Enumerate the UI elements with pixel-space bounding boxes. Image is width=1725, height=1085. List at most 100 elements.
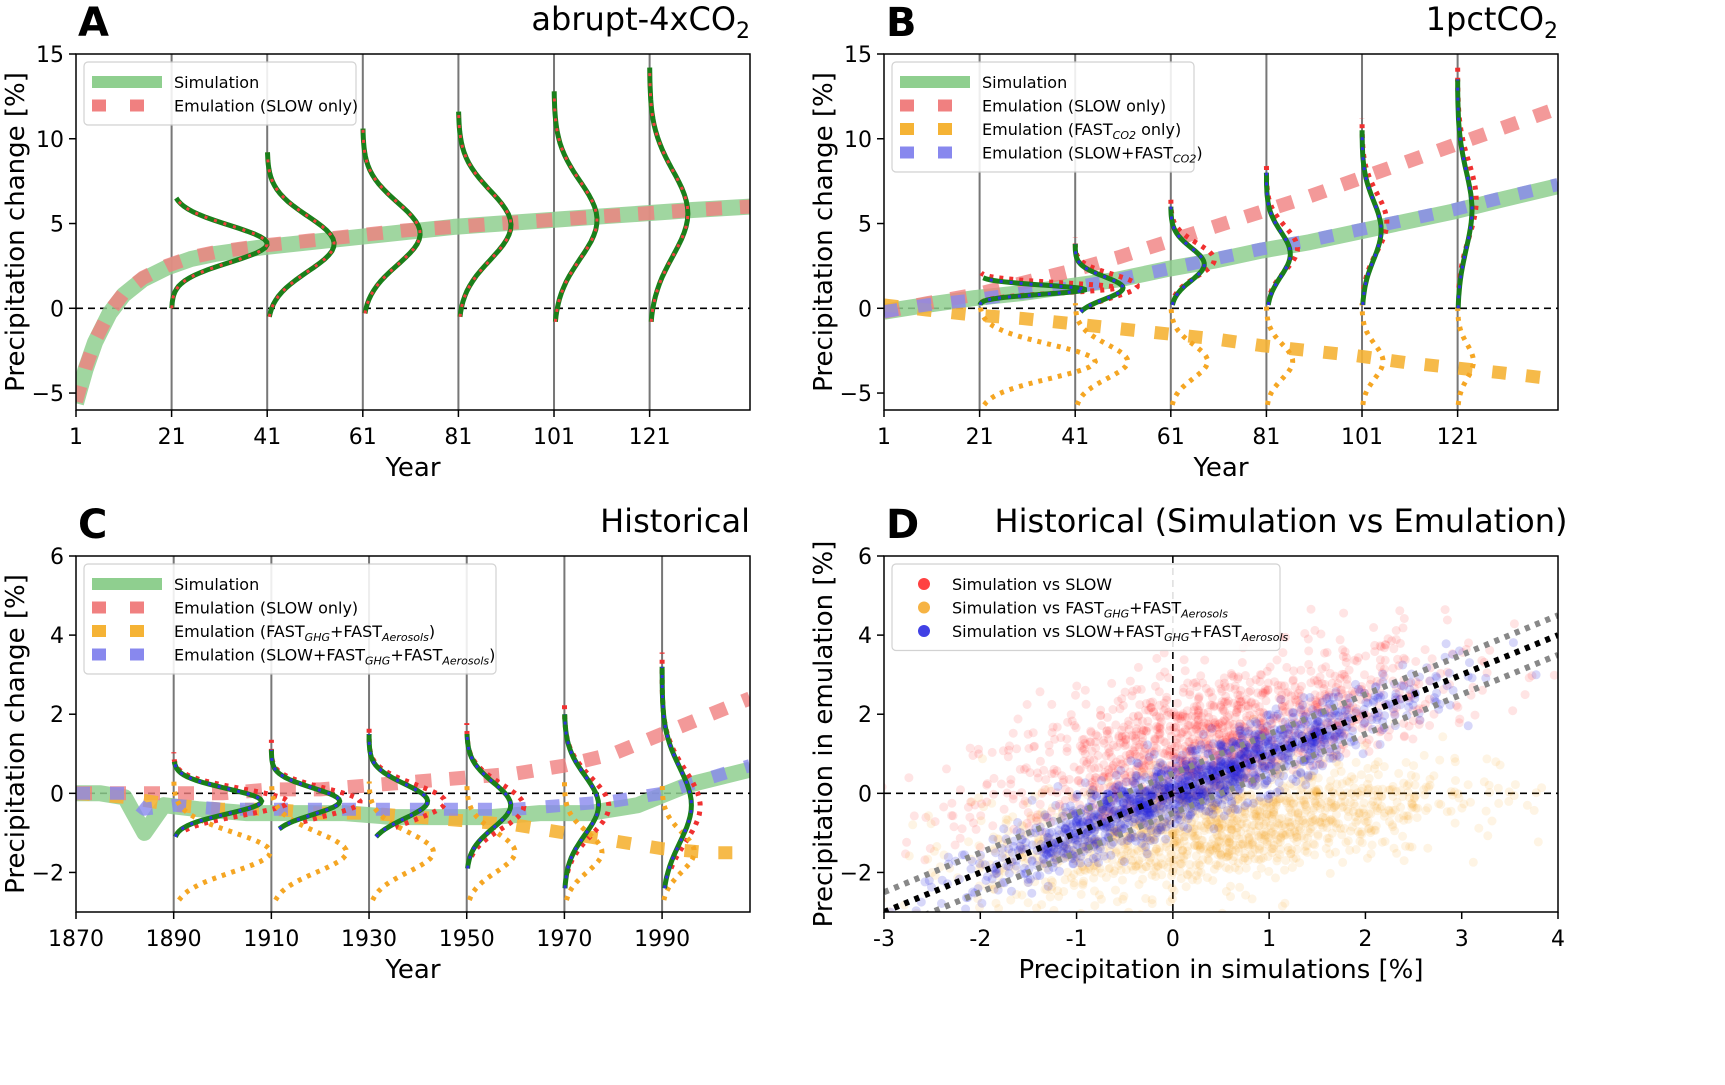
scatter-point (1185, 687, 1195, 697)
scatter-point (1201, 788, 1211, 798)
scatter-point (1044, 740, 1054, 750)
scatter-point (1237, 697, 1247, 706)
scatter-point (1180, 755, 1190, 765)
scatter-point (1266, 719, 1276, 729)
scatter-point (1098, 812, 1107, 822)
scatter-point (1304, 659, 1314, 669)
scatter-point (1210, 717, 1220, 727)
scatter-point (1151, 844, 1161, 854)
scatter-point (1527, 671, 1537, 681)
scatter-point (1258, 688, 1268, 698)
scatter-point (1221, 691, 1231, 701)
scatter-point (1271, 873, 1280, 883)
scatter-point (1163, 751, 1173, 761)
scatter-point (1356, 770, 1366, 780)
scatter-point (1193, 831, 1203, 841)
scatter-point (1241, 863, 1251, 873)
scatter-point (1078, 878, 1088, 888)
scatter-point (1211, 860, 1221, 870)
scatter-point (1058, 777, 1068, 787)
scatter-point (1012, 744, 1022, 754)
scatter-point (1276, 681, 1286, 691)
scatter-point (1040, 810, 1050, 820)
scatter-point (1170, 742, 1180, 752)
scatter-point (1117, 732, 1127, 742)
scatter-point (976, 816, 986, 826)
scatter-point (1216, 684, 1226, 694)
scatter-point (1177, 750, 1187, 760)
scatter-point (1104, 726, 1114, 735)
scatter-point (1245, 711, 1255, 720)
scatter-point (1253, 764, 1262, 774)
scatter-point (1482, 754, 1492, 764)
scatter-point (1335, 787, 1345, 797)
scatter-point (1159, 698, 1169, 708)
scatter-point (1193, 720, 1203, 730)
scatter-point (1111, 757, 1121, 767)
scatter-point (1253, 731, 1263, 741)
scatter-point (1315, 734, 1325, 744)
scatter-point (1097, 776, 1106, 785)
scatter-point (1356, 685, 1366, 695)
scatter-point (1275, 713, 1285, 723)
scatter-point (1370, 640, 1380, 650)
profile-fast (659, 781, 697, 901)
profile-fast (1264, 303, 1296, 406)
scatter-point (1032, 816, 1042, 826)
scatter-point (1277, 701, 1287, 711)
scatter-point (1035, 799, 1045, 809)
scatter-point (1222, 737, 1232, 747)
scatter-point (1261, 696, 1271, 706)
scatter-point (1373, 770, 1383, 780)
scatter-point (1377, 837, 1387, 847)
legend-label: Emulation (FASTCO2 only) (982, 120, 1181, 142)
scatter-point (1144, 756, 1154, 765)
scatter-point (1306, 678, 1316, 688)
scatter-point (1255, 720, 1265, 730)
scatter-point (1388, 792, 1398, 801)
scatter-point (1045, 747, 1055, 757)
scatter-point (1171, 749, 1181, 759)
scatter-point (1345, 845, 1355, 855)
scatter-point (1464, 638, 1473, 648)
scatter-point (1244, 726, 1254, 736)
scatter-point (1347, 686, 1357, 696)
scatter-point (1148, 697, 1158, 707)
scatter-point (1143, 740, 1153, 750)
scatter-point (1287, 863, 1297, 872)
scatter-point (1306, 666, 1316, 676)
y-tick-label: 15 (844, 43, 872, 68)
scatter-point (1167, 741, 1177, 751)
scatter-point (1399, 815, 1409, 825)
scatter-point (1327, 678, 1337, 688)
scatter-point (1301, 780, 1311, 790)
scatter-point (1395, 606, 1405, 616)
scatter-point (1157, 762, 1167, 771)
scatter-point (1147, 785, 1157, 795)
y-tick-label: 0 (50, 297, 64, 322)
scatter-point (1147, 747, 1157, 757)
scatter-point (1072, 681, 1082, 691)
scatter-point (1152, 711, 1161, 721)
scatter-point (1107, 678, 1117, 688)
scatter-point (1120, 741, 1130, 751)
scatter-point (1061, 818, 1071, 827)
scatter-point (1294, 729, 1304, 739)
scatter-point (1093, 731, 1103, 741)
scatter-point (1155, 801, 1165, 811)
scatter-point (1358, 749, 1368, 759)
scatter-point (1139, 725, 1149, 735)
scatter-point (1389, 707, 1399, 717)
scatter-point (1274, 693, 1284, 703)
scatter-point (1146, 697, 1155, 707)
scatter-point (1131, 730, 1141, 740)
scatter-point (1112, 779, 1122, 789)
scatter-point (1193, 708, 1203, 718)
scatter-point (1296, 665, 1306, 675)
scatter-point (1342, 710, 1352, 719)
scatter-point (1099, 783, 1109, 793)
scatter-point (987, 747, 997, 757)
profile-simulation (1455, 79, 1475, 309)
scatter-point (1352, 656, 1362, 666)
scatter-point (1287, 713, 1297, 723)
